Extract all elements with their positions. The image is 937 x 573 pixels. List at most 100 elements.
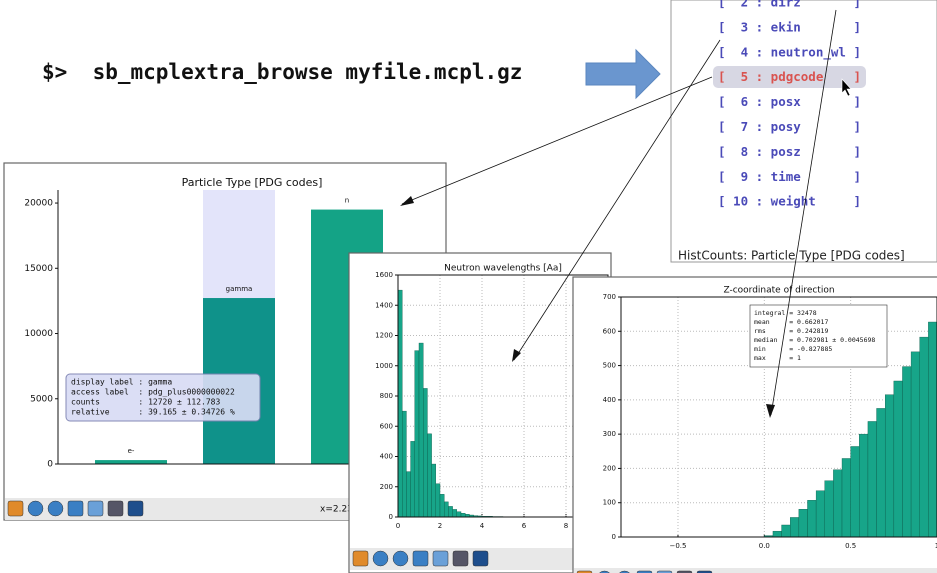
toolbar-button[interactable] [352, 550, 369, 567]
histogram-bar [824, 480, 834, 538]
y-tick-label: 5000 [30, 394, 53, 404]
histogram-bar [807, 500, 817, 538]
arrow [585, 48, 661, 100]
histogram-bar [790, 517, 800, 538]
histogram-bar [833, 469, 843, 538]
stats-line: rms = 0.242819 [754, 327, 828, 335]
menu-panel [670, 0, 937, 263]
menu-item: [ 5 : pdgcode ] [718, 69, 861, 84]
toolbar-button[interactable] [67, 500, 84, 517]
histogram-bar [867, 421, 877, 538]
histogram-bar [781, 524, 791, 538]
histogram-bar [850, 446, 860, 538]
tooltip-line: display label : gamma [71, 378, 172, 387]
histogram-bar [418, 342, 424, 518]
histogram-bar [910, 351, 920, 538]
toolbar-button[interactable] [472, 550, 489, 567]
toolbar-button[interactable] [87, 500, 104, 517]
toolbar-button[interactable] [127, 500, 144, 517]
toolbar-button[interactable] [107, 500, 124, 517]
histogram-bar [406, 471, 411, 518]
pointer-arrows [401, 9, 837, 416]
window-frame [348, 252, 612, 573]
histogram-bar [460, 513, 466, 518]
x-tick-label: 0.5 [845, 542, 856, 550]
toolbar-button[interactable] [7, 500, 24, 517]
toolbar-button[interactable] [372, 550, 389, 567]
y-tick-label: 1400 [375, 301, 393, 309]
histogram-bar [902, 366, 912, 538]
toolbar-button[interactable] [412, 550, 429, 567]
chart-title: Particle Type [PDG codes] [182, 176, 323, 189]
histogram-bar [919, 336, 929, 538]
menu-highlight [713, 66, 866, 88]
histogram-bar [452, 509, 458, 518]
y-tick-label: 400 [380, 453, 393, 461]
stats-line: mean = 0.662017 [754, 318, 828, 326]
x-tick-label: 1 [935, 542, 937, 550]
y-tick-label: 200 [380, 483, 393, 491]
toolbar-button[interactable] [432, 550, 449, 567]
command: $> sb_mcplextra_browse myfile.mcpl.gz [42, 60, 522, 84]
toolbar-button[interactable] [392, 550, 409, 567]
tooltip-line: relative : 39.165 ± 0.34726 % [71, 408, 235, 417]
menu-item: [ 3 : ekin ] [718, 19, 861, 34]
y-tick-label: 15000 [24, 264, 53, 274]
histogram-bar [859, 433, 869, 538]
histogram-bar [414, 350, 420, 518]
histogram-bar [439, 494, 445, 518]
y-tick-label: 1200 [375, 332, 393, 340]
plot-frame [620, 296, 937, 538]
menu-item: [ 10 : weight ] [718, 194, 861, 209]
toolbar-button[interactable] [47, 500, 64, 517]
bar [95, 460, 167, 464]
x-tick-label: 8 [564, 522, 568, 530]
chart-window: Neutron wavelengths [Aa] 0 200 400 600 800 100… [348, 252, 612, 573]
y-tick-label: 300 [603, 430, 616, 438]
histogram-bar [841, 458, 851, 538]
x-tick-label: −0.5 [669, 542, 686, 550]
y-tick-label: 600 [380, 422, 393, 430]
y-tick-label: 0 [47, 460, 53, 470]
chart-title: Neutron wavelengths [Aa] [444, 264, 562, 274]
cursor [841, 78, 852, 97]
histogram-bar [884, 394, 895, 538]
stats-frame [749, 304, 888, 368]
histogram-bar [397, 289, 403, 518]
toolbar-button[interactable] [452, 550, 469, 567]
y-tick-label: 400 [603, 396, 616, 404]
y-tick-label: 1000 [375, 362, 393, 370]
stats-line: min = -0.827885 [754, 345, 832, 353]
histogram-bar [876, 408, 886, 538]
y-tick-label: 500 [603, 362, 616, 370]
histogram-bar [431, 463, 437, 518]
tooltip-line: access label : pdg_plus0000000022 [71, 388, 235, 397]
menu-item: [ 9 : time ] [718, 169, 861, 184]
toolbar-button[interactable] [27, 500, 44, 517]
y-tick-label: 100 [603, 499, 616, 507]
histogram-bar [444, 501, 449, 518]
tooltip-box [65, 373, 261, 422]
y-tick-label: 600 [603, 327, 616, 335]
y-tick-label: 0 [389, 513, 393, 521]
histogram-bar [772, 530, 782, 538]
y-tick-label: 20000 [24, 199, 53, 209]
y-tick-label: 0 [612, 533, 616, 541]
stats-line: median = 0.702981 ± 0.0045698 [754, 336, 875, 344]
chart-title: Z-coordinate of direction [723, 286, 834, 296]
y-tick-label: 700 [603, 293, 616, 301]
x-tick-label: 2 [438, 522, 442, 530]
menu-item: [ 2 : dirz ] [718, 0, 861, 10]
bar-label: n [345, 197, 349, 205]
histogram-bar [448, 506, 453, 518]
histogram-bar [423, 388, 428, 518]
menu-item: [ 6 : posx ] [718, 94, 861, 109]
menu-item: [ 8 : posz ] [718, 144, 861, 159]
menu-item: [ 4 : neutron_wl ] [718, 44, 861, 60]
stats-line: integral = 32478 [754, 309, 817, 317]
histogram-bar [410, 441, 416, 518]
